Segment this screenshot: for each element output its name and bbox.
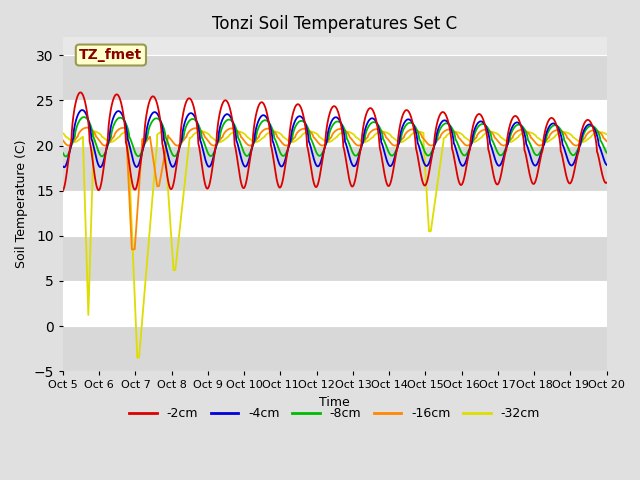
Bar [63, 281, 607, 326]
Bar [63, 100, 607, 145]
Bar [63, 145, 607, 191]
X-axis label: Time: Time [319, 396, 350, 408]
Legend: -2cm, -4cm, -8cm, -16cm, -32cm: -2cm, -4cm, -8cm, -16cm, -32cm [124, 402, 545, 425]
Bar [63, 191, 607, 236]
Y-axis label: Soil Temperature (C): Soil Temperature (C) [15, 140, 28, 268]
Bar [63, 55, 607, 100]
Bar [63, 236, 607, 281]
Title: Tonzi Soil Temperatures Set C: Tonzi Soil Temperatures Set C [212, 15, 458, 33]
Text: TZ_fmet: TZ_fmet [79, 48, 143, 62]
Bar [63, 326, 607, 371]
